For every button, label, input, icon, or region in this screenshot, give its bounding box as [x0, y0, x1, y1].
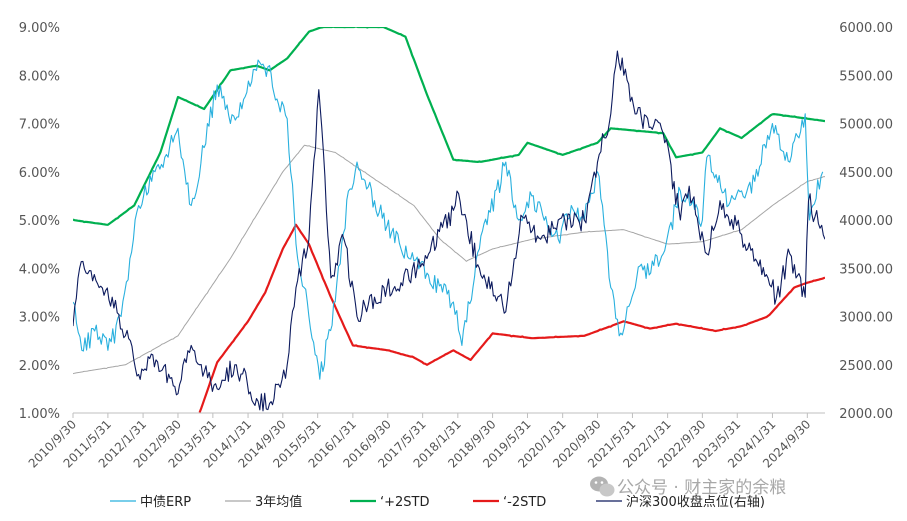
right-tick-label: 5000.00	[839, 118, 893, 133]
series-line-hs300	[73, 50, 825, 412]
legend-label: ‘+2STD	[380, 495, 430, 510]
legend-label: 3年均值	[255, 494, 302, 510]
plot-lines	[73, 27, 825, 413]
right-tick-label: 4000.00	[839, 214, 893, 229]
right-tick-label: 6000.00	[839, 21, 893, 36]
series-line-minus-2std	[198, 223, 825, 413]
left-tick-label: 4.00%	[19, 262, 60, 277]
x-axis-ticks: 2010/9/302011/5/312012/1/312012/9/302013…	[26, 413, 813, 471]
legend: 中债ERP 3年均值 ‘+2STD ‘-2STD 沪深300收盘点位(右轴)	[110, 494, 765, 510]
legend-item-minus-2std: ‘-2STD	[473, 495, 546, 510]
right-axis-ticks: 2000.00 2500.00 3000.00 3500.00 4000.00 4500.…	[839, 21, 893, 422]
right-tick-label: 2500.00	[839, 359, 893, 374]
right-tick-label: 4500.00	[839, 166, 893, 181]
watermark: 公众号 · 财主家的余粮	[590, 476, 786, 498]
legend-label: 沪深300收盘点位(右轴)	[626, 494, 765, 510]
left-tick-label: 1.00%	[19, 407, 60, 422]
series-line-erp	[73, 59, 824, 380]
left-tick-label: 2.00%	[19, 359, 60, 374]
legend-item-plus-2std: ‘+2STD	[350, 495, 430, 510]
right-tick-label: 3500.00	[839, 262, 893, 277]
left-tick-label: 9.00%	[19, 21, 60, 36]
watermark-text: 公众号 · 财主家的余粮	[617, 478, 786, 498]
legend-item-hs300: 沪深300收盘点位(右轴)	[596, 494, 765, 510]
right-tick-label: 3000.00	[839, 311, 893, 326]
left-tick-label: 3.00%	[19, 311, 60, 326]
series-line-mean-3y	[73, 144, 825, 375]
left-tick-label: 8.00%	[19, 69, 60, 84]
legend-label: ‘-2STD	[503, 495, 546, 510]
left-tick-label: 6.00%	[19, 166, 60, 181]
legend-item-erp: 中债ERP	[110, 495, 191, 510]
legend-label: 中债ERP	[140, 495, 191, 510]
left-tick-label: 5.00%	[19, 214, 60, 229]
legend-item-mean-3y: 3年均值	[225, 494, 302, 510]
wechat-icon	[590, 476, 615, 497]
series-line-plus-2std	[73, 27, 825, 226]
left-tick-label: 7.00%	[19, 118, 60, 133]
right-tick-label: 5500.00	[839, 69, 893, 84]
left-axis-ticks: 1.00% 2.00% 3.00% 4.00% 5.00% 6.00% 7.00% 8.00%…	[19, 21, 60, 422]
right-tick-label: 2000.00	[839, 407, 893, 422]
